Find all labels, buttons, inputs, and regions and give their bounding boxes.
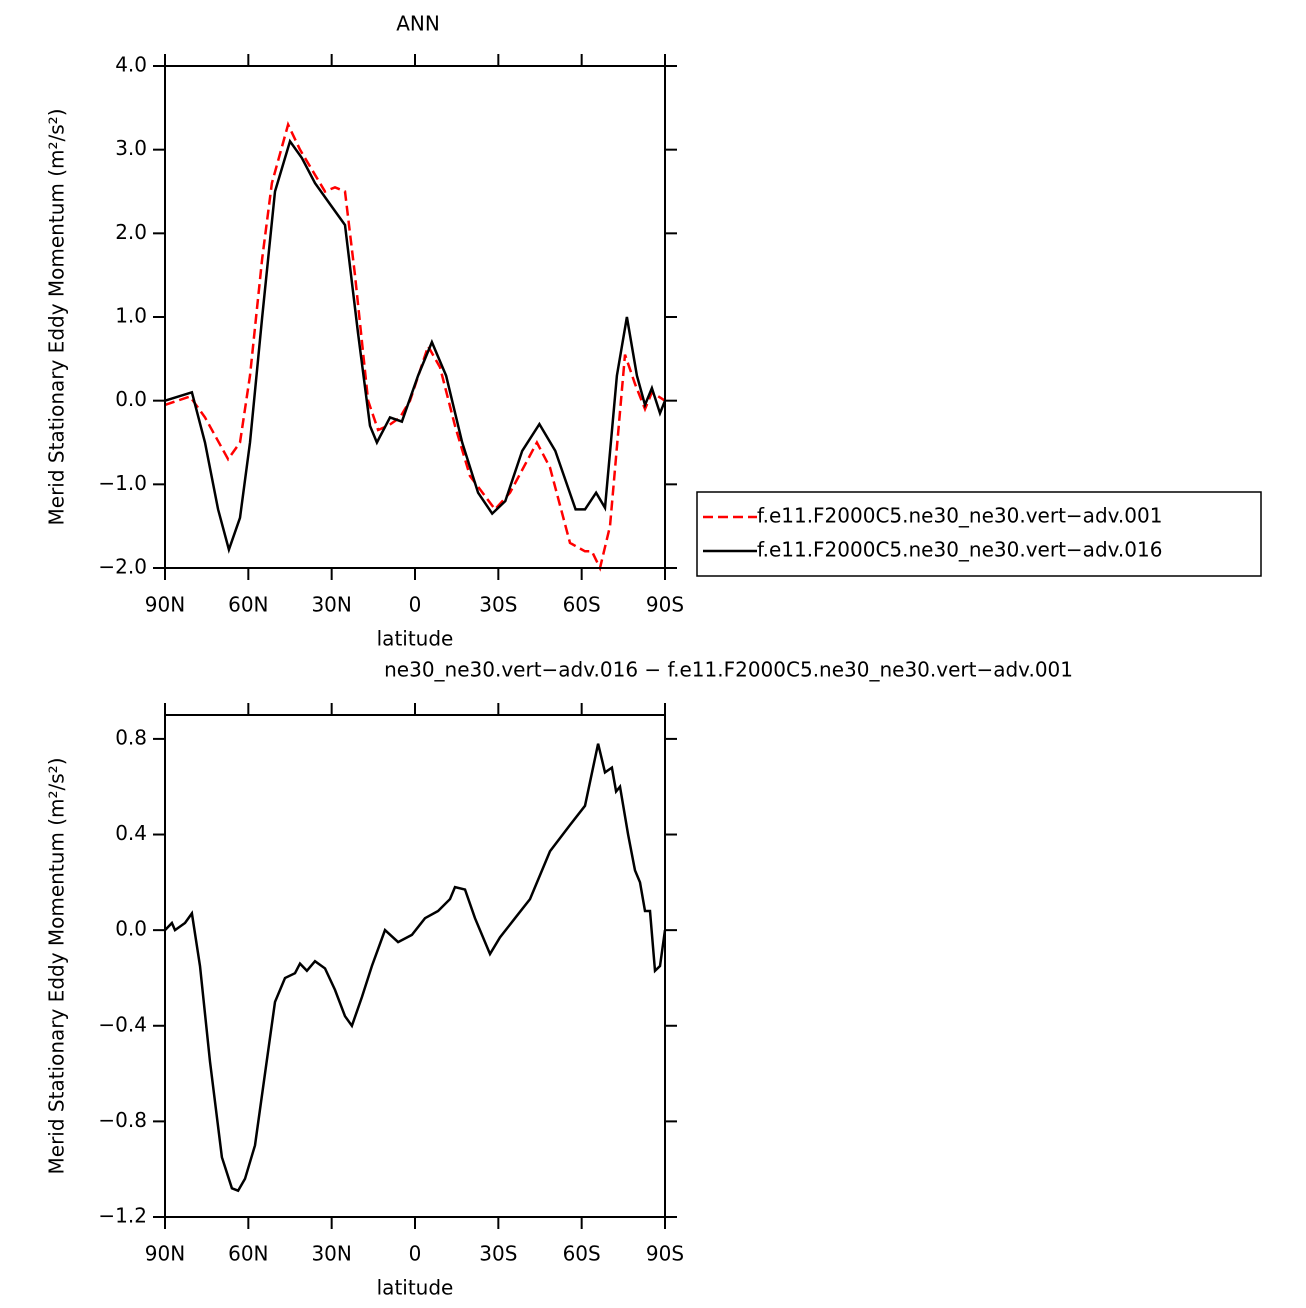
plot-frame	[164, 714, 666, 1218]
data-line	[164, 138, 667, 554]
y-tick-label: −1.2	[98, 1204, 147, 1228]
y-tick-label: −2.0	[98, 555, 147, 579]
y-axis-label: Merid Stationary Eddy Momentum (m²/s²)	[45, 109, 69, 526]
y-tick-label: −0.8	[98, 1108, 147, 1132]
chart-title: ne30_ne30.vert−adv.016 − f.e11.F2000C5.n…	[384, 658, 1073, 682]
x-tick-label: 60N	[228, 1242, 268, 1266]
x-tick-label: 60S	[563, 593, 601, 617]
x-tick-label: 60N	[228, 593, 268, 617]
y-tick-label: 0.0	[115, 387, 147, 411]
x-tick-label: 90S	[646, 1242, 684, 1266]
x-tick-label: 30S	[479, 1242, 517, 1266]
legend-label: f.e11.F2000C5.ne30_ne30.vert−adv.001	[757, 504, 1162, 528]
y-axis-label: Merid Stationary Eddy Momentum (m²/s²)	[45, 758, 69, 1175]
x-tick-label: 30N	[311, 593, 351, 617]
x-tick-label: 90N	[145, 593, 185, 617]
y-tick-label: 0.4	[115, 821, 147, 845]
x-tick-label: 0	[409, 1242, 422, 1266]
y-tick-label: −1.0	[98, 471, 147, 495]
y-tick-label: 1.0	[115, 304, 147, 328]
x-axis-label: latitude	[377, 1276, 454, 1300]
x-tick-label: 0	[409, 593, 422, 617]
y-tick-label: −0.4	[98, 1012, 147, 1036]
x-tick-label: 30N	[311, 1242, 351, 1266]
chart-title: ANN	[396, 12, 440, 36]
x-tick-label: 90N	[145, 1242, 185, 1266]
x-tick-label: 90S	[646, 593, 684, 617]
legend-box	[696, 491, 1262, 577]
plot-frame	[164, 65, 666, 569]
y-tick-label: 3.0	[115, 136, 147, 160]
legend-label: f.e11.F2000C5.ne30_ne30.vert−adv.016	[757, 538, 1162, 562]
y-tick-label: 2.0	[115, 220, 147, 244]
y-tick-label: 0.8	[115, 725, 147, 749]
data-line	[164, 743, 667, 1193]
x-tick-label: 60S	[563, 1242, 601, 1266]
x-tick-label: 30S	[479, 593, 517, 617]
y-tick-label: 0.0	[115, 917, 147, 941]
x-axis-label: latitude	[377, 627, 454, 651]
y-tick-label: 4.0	[115, 53, 147, 77]
